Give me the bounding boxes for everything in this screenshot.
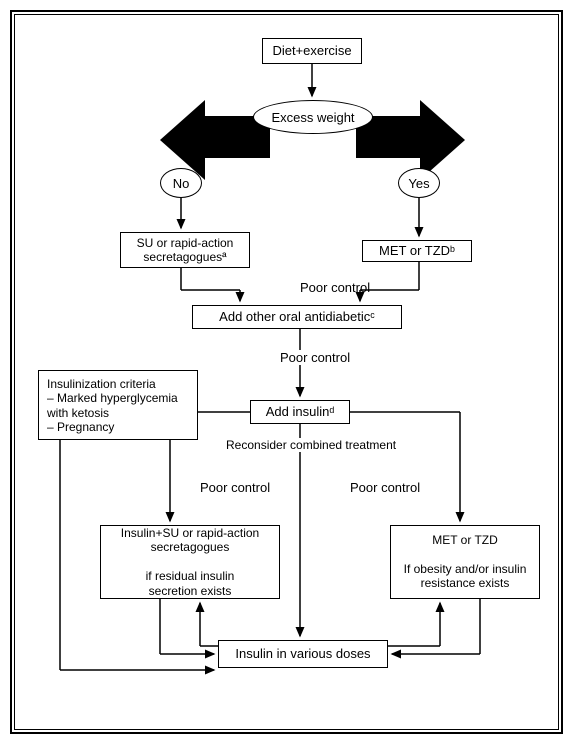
node-yes: Yes: [398, 168, 440, 198]
node-diet: Diet+exercise: [262, 38, 362, 64]
node-insSU: Insulin+SU or rapid-action secretagogues…: [100, 525, 280, 599]
node-metTZD-label: MET or TZD If obesity and/or insulin res…: [404, 533, 527, 591]
edge-label-poor3a: Poor control: [200, 480, 270, 495]
node-insSU-label: Insulin+SU or rapid-action secretagogues…: [121, 526, 259, 598]
node-addoral-label: Add other oral antidiabeticᶜ: [219, 309, 375, 325]
node-addins: Add insulinᵈ: [250, 400, 350, 424]
edge-label-recon: Reconsider combined treatment: [224, 438, 398, 452]
node-criteria-label: Insulinization criteria – Marked hypergl…: [47, 377, 178, 435]
node-yes-label: Yes: [408, 176, 429, 191]
node-insdoses-label: Insulin in various doses: [235, 646, 370, 662]
node-no-label: No: [173, 176, 190, 191]
node-metTZD: MET or TZD If obesity and/or insulin res…: [390, 525, 540, 599]
node-su-label: SU or rapid-action secretagoguesª: [137, 236, 234, 265]
node-excess: Excess weight: [253, 100, 373, 134]
node-met-label: MET or TZDᵇ: [379, 243, 455, 259]
node-addins-label: Add insulinᵈ: [266, 404, 335, 420]
node-insdoses: Insulin in various doses: [218, 640, 388, 668]
edge-label-poor1: Poor control: [300, 280, 370, 295]
node-criteria: Insulinization criteria – Marked hypergl…: [38, 370, 198, 440]
node-met: MET or TZDᵇ: [362, 240, 472, 262]
node-no: No: [160, 168, 202, 198]
node-su: SU or rapid-action secretagoguesª: [120, 232, 250, 268]
edge-label-poor2: Poor control: [278, 350, 352, 365]
edge-label-poor3b: Poor control: [350, 480, 420, 495]
node-addoral: Add other oral antidiabeticᶜ: [192, 305, 402, 329]
flowchart-frame: Diet+exercise Excess weight No Yes SU or…: [0, 0, 573, 744]
node-diet-label: Diet+exercise: [272, 43, 351, 59]
node-excess-label: Excess weight: [271, 110, 354, 125]
